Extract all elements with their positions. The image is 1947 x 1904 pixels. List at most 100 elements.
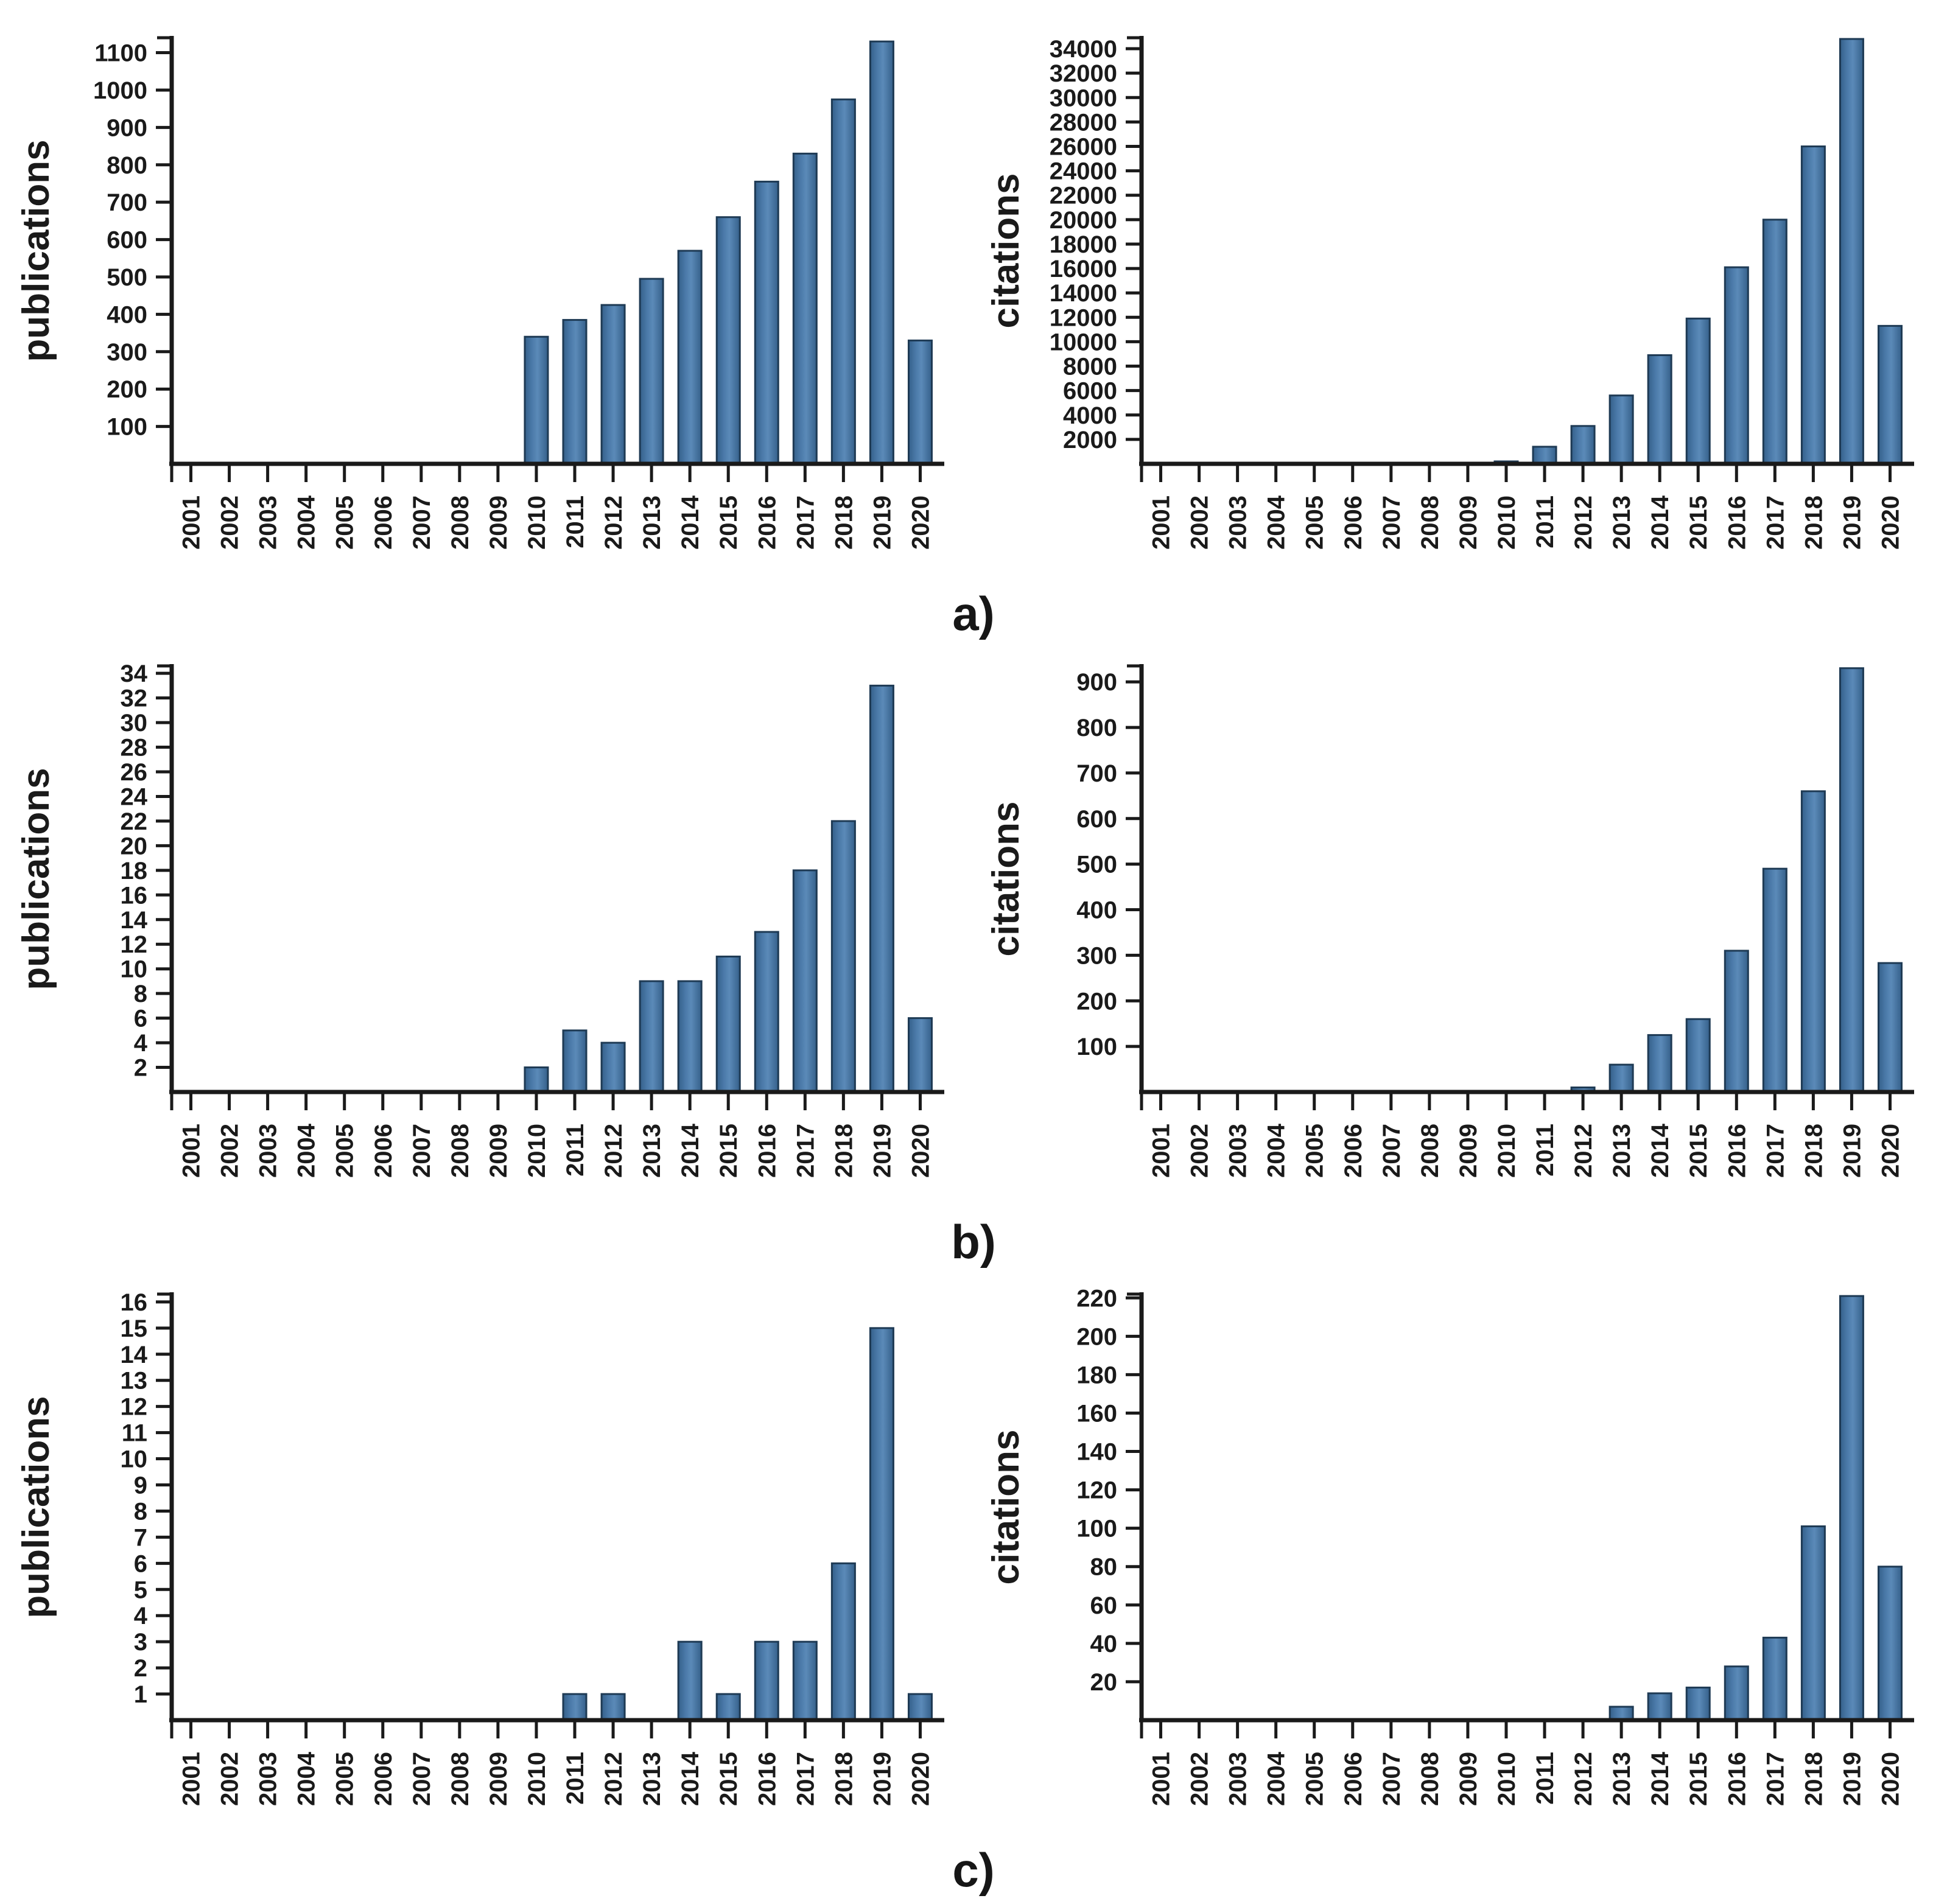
x-tick-label-2002: 2002 — [217, 1752, 244, 1806]
x-tick-label-2001: 2001 — [178, 495, 205, 550]
chart-b-citations: 100 200 300 400 500 600 700 800 900 2001 2002 2003 2… — [984, 644, 1932, 1216]
x-tick-label-2017: 2017 — [792, 1752, 819, 1806]
y-tick-label: 7 — [134, 1524, 147, 1551]
x-tick-label-2007: 2007 — [409, 1752, 435, 1806]
y-tick-label: 600 — [1076, 806, 1117, 833]
x-tick-label-2003: 2003 — [1225, 1752, 1252, 1806]
y-tick-label: 200 — [107, 376, 147, 403]
bar-2018 — [830, 1562, 856, 1721]
y-tick-label: 500 — [107, 264, 147, 291]
x-tick-label-2010: 2010 — [1493, 1124, 1520, 1178]
y-tick-label: 10 — [121, 1446, 148, 1473]
y-tick-label: 1100 — [94, 40, 147, 67]
y-tick-label: 15 — [121, 1315, 148, 1342]
y-tick-label: 9 — [134, 1472, 147, 1499]
bar-2015 — [715, 955, 741, 1093]
y-axis-title: citations — [985, 802, 1027, 957]
y-tick-label: 30 — [121, 710, 148, 737]
row-a: 100 200 300 400 500 600 700 800 900 1000 1100 2001 2… — [0, 16, 1947, 588]
y-tick-label: 140 — [1076, 1439, 1117, 1466]
x-tick-label-2017: 2017 — [792, 495, 819, 550]
y-tick-label: 24 — [121, 783, 148, 810]
x-tick-label-2015: 2015 — [1685, 1124, 1712, 1178]
y-tick-label: 18000 — [1050, 231, 1117, 258]
row-b: 2 4 6 8 10 12 14 16 18 20 22 24 26 28 30 32 34 2001 2002 20… — [0, 644, 1947, 1216]
x-tick-label-2007: 2007 — [1378, 1124, 1405, 1178]
bar-2019 — [1839, 667, 1864, 1093]
bar-2015 — [1685, 1686, 1711, 1721]
x-tick-label-2010: 2010 — [524, 1752, 550, 1806]
x-tick-label-2014: 2014 — [1647, 495, 1674, 550]
panel-label-b: b) — [951, 1215, 996, 1269]
y-tick-label: 100 — [1076, 1516, 1117, 1542]
bar-2014 — [1647, 1034, 1672, 1093]
x-tick-label-2020: 2020 — [907, 1752, 934, 1806]
x-tick-label-2019: 2019 — [869, 495, 896, 550]
y-tick-label: 2 — [134, 1055, 147, 1082]
x-tick-label-2011: 2011 — [562, 1124, 589, 1177]
bar-2019 — [869, 40, 894, 465]
x-tick-label-2015: 2015 — [1685, 1752, 1712, 1806]
x-tick-label-2016: 2016 — [754, 495, 781, 550]
y-tick-label: 10000 — [1050, 329, 1117, 355]
x-tick-label-2005: 2005 — [1302, 1124, 1328, 1178]
bar-2013 — [1608, 394, 1634, 465]
x-tick-label-2004: 2004 — [293, 495, 320, 550]
y-tick-label: 4 — [134, 1603, 148, 1629]
x-tick-label-2020: 2020 — [1877, 1752, 1904, 1806]
x-tick-label-2003: 2003 — [255, 1752, 282, 1806]
x-tick-label-2011: 2011 — [562, 495, 589, 548]
x-tick-label-2009: 2009 — [485, 1752, 512, 1806]
x-tick-label-2004: 2004 — [293, 1123, 320, 1178]
y-axis-title: publications — [15, 768, 57, 990]
y-axis-title: publications — [15, 139, 57, 362]
x-tick-label-2011: 2011 — [1532, 495, 1559, 548]
panel-label-c: c) — [952, 1843, 995, 1897]
bar-2020 — [907, 1017, 933, 1093]
x-tick-label-2006: 2006 — [370, 1124, 397, 1178]
chart-c-citations: 20 40 60 80 100 120 140 160 180 200 220 2001 2002 200… — [984, 1272, 1932, 1844]
x-tick-label-2014: 2014 — [1647, 1751, 1674, 1806]
y-tick-label: 6 — [134, 1006, 147, 1032]
x-tick-label-2001: 2001 — [178, 1752, 205, 1806]
bar-2015 — [1685, 317, 1711, 465]
y-tick-label: 300 — [107, 339, 147, 366]
bar-2011 — [562, 319, 588, 465]
y-tick-label: 4 — [134, 1030, 148, 1057]
y-tick-label: 34000 — [1050, 36, 1117, 63]
x-tick-label-2016: 2016 — [1724, 1124, 1750, 1178]
chart-b-citations-svg: 100 200 300 400 500 600 700 800 900 2001 2002 2003 2… — [985, 664, 1914, 1178]
x-tick-label-2018: 2018 — [830, 1124, 857, 1178]
x-tick-label-2015: 2015 — [715, 1124, 742, 1178]
x-tick-label-2008: 2008 — [447, 1752, 474, 1806]
x-tick-label-2017: 2017 — [1762, 1124, 1789, 1178]
y-tick-label: 8000 — [1063, 354, 1117, 380]
x-tick-label-2010: 2010 — [524, 1124, 550, 1178]
x-tick-label-2014: 2014 — [677, 495, 704, 550]
x-tick-label-2012: 2012 — [600, 1752, 627, 1806]
bar-2010 — [524, 1066, 549, 1093]
y-tick-label: 120 — [1076, 1477, 1117, 1504]
x-tick-label-2016: 2016 — [1724, 1752, 1750, 1806]
x-tick-label-2019: 2019 — [1839, 1124, 1865, 1178]
y-tick-label: 11 — [122, 1420, 147, 1447]
y-tick-label: 12 — [121, 1394, 148, 1421]
x-tick-label-2015: 2015 — [715, 495, 742, 550]
x-tick-label-2011: 2011 — [1532, 1752, 1559, 1805]
y-tick-label: 900 — [107, 114, 147, 141]
bar-2017 — [792, 869, 818, 1093]
x-tick-label-2019: 2019 — [1839, 495, 1865, 550]
x-tick-label-2003: 2003 — [255, 1124, 282, 1178]
x-tick-label-2019: 2019 — [869, 1124, 896, 1178]
y-tick-label: 30000 — [1050, 85, 1117, 111]
x-tick-label-2003: 2003 — [255, 495, 282, 550]
y-tick-label: 34 — [121, 660, 148, 687]
x-tick-label-2012: 2012 — [1570, 1124, 1597, 1178]
bar-2013 — [639, 980, 664, 1093]
x-tick-label-2007: 2007 — [1378, 1752, 1405, 1806]
y-tick-label: 16 — [121, 882, 148, 909]
x-tick-label-2017: 2017 — [792, 1124, 819, 1178]
y-tick-label: 5 — [134, 1577, 147, 1603]
